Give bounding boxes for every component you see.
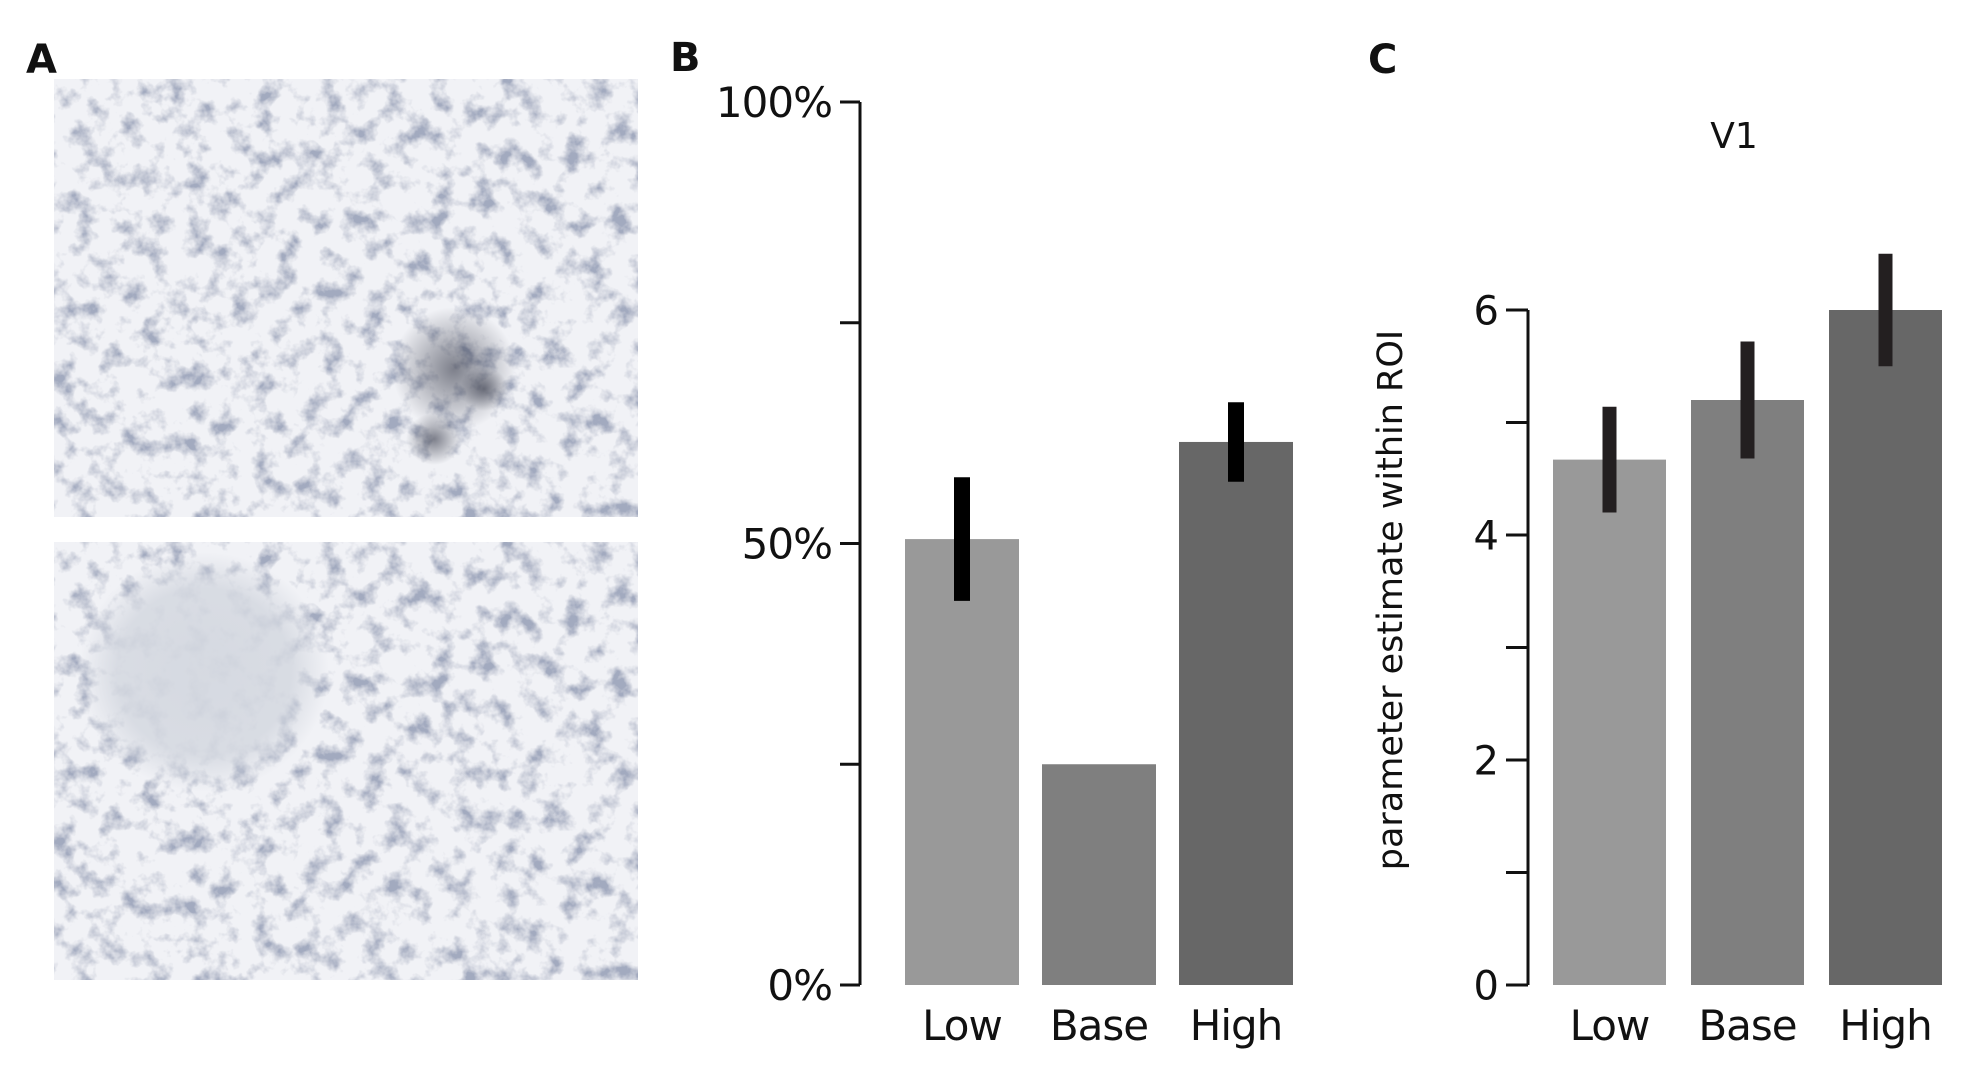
x-tick-label-base: Base	[1698, 1001, 1796, 1050]
x-tick-label-high: High	[1190, 1001, 1283, 1050]
x-tick-label-base: Base	[1050, 1001, 1148, 1050]
y-tick-label: 0	[1474, 963, 1498, 1009]
x-tick-label-low: Low	[1570, 1001, 1650, 1050]
bar-base	[1691, 400, 1804, 985]
bar-low	[905, 539, 1019, 985]
x-tick-label-high: High	[1839, 1001, 1932, 1050]
y-tick-label: 2	[1474, 738, 1498, 784]
y-axis-label: parameter estimate within ROI	[1371, 330, 1411, 871]
panel-a-label: A	[26, 37, 57, 83]
x-tick-label-low: Low	[922, 1001, 1002, 1050]
panel-c-label: C	[1368, 37, 1398, 83]
stimulus-image-bottom	[54, 542, 638, 980]
y-tick-label: 6	[1474, 288, 1498, 334]
y-tick-label: 4	[1474, 513, 1498, 559]
stimulus-image-top	[54, 79, 638, 517]
panel-b-label: B	[670, 35, 701, 81]
bar-base	[1042, 764, 1156, 985]
bar-high	[1179, 441, 1293, 986]
bar-low	[1553, 459, 1666, 985]
y-tick-label: 50%	[742, 520, 832, 569]
chart-title: V1	[1710, 116, 1758, 157]
bar-high	[1829, 310, 1942, 985]
y-tick-label: 100%	[716, 78, 832, 127]
y-tick-label: 0%	[767, 961, 832, 1010]
